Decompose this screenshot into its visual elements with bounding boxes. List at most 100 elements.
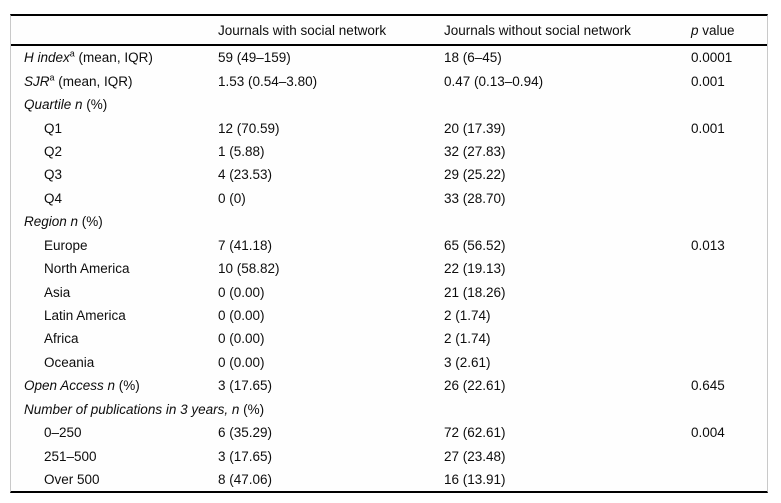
table-row: H indexa (mean, IQR) 59 (49–159) 18 (6–45)… (11, 46, 767, 69)
row-label-text: Africa (44, 331, 79, 347)
without-social-network-value: 26 (22.61) (444, 378, 506, 394)
table-row: North America 10 (58.82) 22 (19.13) (11, 257, 767, 280)
table-row: Over 500 8 (47.06) 16 (13.91) (11, 468, 767, 491)
row-label: H indexa (mean, IQR) (24, 48, 218, 66)
row-label-text: Oceania (44, 354, 95, 370)
row-label: Open Access n (%) (24, 378, 218, 393)
row-label: Q1 (24, 121, 218, 136)
row-label-text: Over 500 (44, 472, 100, 488)
row-label: Over 500 (24, 472, 218, 487)
row-label-text: SJR (24, 73, 50, 89)
without-social-network-value: 16 (13.91) (444, 472, 506, 488)
row-label-text: Latin America (44, 308, 126, 324)
row-label: Quartile n (%) (24, 97, 218, 112)
table-row: Region n (%) (11, 210, 767, 233)
row-label-text: Quartile n (24, 97, 83, 113)
table-row: 251–500 3 (17.65) 27 (23.48) (11, 444, 767, 467)
row-label-text: Open Access n (24, 378, 116, 394)
footnote-marker: a (69, 48, 75, 59)
p-value: 0.001 (691, 120, 725, 136)
table-row: Q4 0 (0) 33 (28.70) (11, 187, 767, 210)
row-label: Q4 (24, 191, 218, 206)
table-row: Number of publications in 3 years, n (%) (11, 398, 767, 421)
p-value: 0.013 (691, 237, 725, 253)
without-social-network-value: 22 (19.13) (444, 261, 506, 277)
row-label: Oceania (24, 355, 218, 370)
row-label: Africa (24, 331, 218, 346)
with-social-network-value: 6 (35.29) (218, 425, 273, 441)
table-body: H indexa (mean, IQR) 59 (49–159) 18 (6–45)… (11, 46, 767, 491)
row-label-text: North America (44, 261, 130, 277)
table-row: SJRa (mean, IQR) 1.53 (0.54–3.80) 0.47 (0.… (11, 69, 767, 92)
p-value: 0.004 (691, 425, 725, 441)
row-label-text: Q4 (44, 190, 63, 206)
without-social-network-value: 2 (1.74) (444, 331, 491, 347)
without-social-network-value: 3 (2.61) (444, 354, 491, 370)
without-social-network-value: 18 (6–45) (444, 50, 502, 66)
p-value-italic-p: p (691, 22, 699, 38)
with-social-network-value: 8 (47.06) (218, 472, 273, 488)
header-journals-without-social-network: Journals without social network (444, 22, 631, 38)
without-social-network-value: 29 (25.22) (444, 167, 506, 183)
row-label: 251–500 (24, 449, 218, 464)
p-value: 0.001 (691, 73, 725, 89)
row-label-text: Asia (44, 284, 71, 300)
row-label-text: Region n (24, 214, 79, 230)
with-social-network-value: 1.53 (0.54–3.80) (218, 73, 318, 89)
row-label-text: H index (24, 50, 70, 66)
without-social-network-value: 2 (1.74) (444, 308, 491, 324)
table-row: Q2 1 (5.88) 32 (27.83) (11, 140, 767, 163)
table-row: Open Access n (%) 3 (17.65) 26 (22.61) 0.64… (11, 374, 767, 397)
row-label: Asia (24, 285, 218, 300)
table-header-row: Journals with social network Journals wi… (11, 16, 767, 46)
with-social-network-value: 0 (0.00) (218, 331, 265, 347)
with-social-network-value: 59 (49–159) (218, 50, 291, 66)
table-row: Asia 0 (0.00) 21 (18.26) (11, 280, 767, 303)
with-social-network-value: 0 (0.00) (218, 284, 265, 300)
row-label: Number of publications in 3 years, n (%) (24, 402, 264, 417)
without-social-network-value: 20 (17.39) (444, 120, 506, 136)
row-label-text: Q2 (44, 143, 63, 159)
table-row: Quartile n (%) (11, 93, 767, 116)
row-label-text: Number of publications in 3 years, n (24, 401, 240, 417)
table-row: Africa 0 (0.00) 2 (1.74) (11, 327, 767, 350)
table-row: Q3 4 (23.53) 29 (25.22) (11, 163, 767, 186)
table-row: Europe 7 (41.18) 65 (56.52) 0.013 (11, 234, 767, 257)
table-row: Latin America 0 (0.00) 2 (1.74) (11, 304, 767, 327)
row-label: North America (24, 261, 218, 276)
row-label: Region n (%) (24, 214, 218, 229)
with-social-network-value: 12 (70.59) (218, 120, 280, 136)
table-row: Q1 12 (70.59) 20 (17.39) 0.001 (11, 116, 767, 139)
p-value-rest: value (698, 22, 735, 38)
with-social-network-value: 4 (23.53) (218, 167, 273, 183)
row-label-text: 0–250 (44, 425, 82, 441)
table-row: Oceania 0 (0.00) 3 (2.61) (11, 351, 767, 374)
without-social-network-value: 21 (18.26) (444, 284, 506, 300)
with-social-network-value: 0 (0.00) (218, 308, 265, 324)
table-row: 0–250 6 (35.29) 72 (62.61) 0.004 (11, 421, 767, 444)
row-label: SJRa (mean, IQR) (24, 72, 218, 89)
without-social-network-value: 65 (56.52) (444, 237, 506, 253)
row-label-text: (%) (82, 97, 108, 113)
without-social-network-value: 27 (23.48) (444, 448, 506, 464)
without-social-network-value: 72 (62.61) (444, 425, 506, 441)
row-label-text: Q1 (44, 120, 63, 136)
p-value: 0.645 (691, 378, 725, 394)
with-social-network-value: 3 (17.65) (218, 448, 273, 464)
row-label-text: (mean, IQR) (54, 73, 133, 89)
row-label-text: (%) (115, 378, 140, 394)
with-social-network-value: 3 (17.65) (218, 378, 273, 394)
row-label: Latin America (24, 308, 218, 323)
with-social-network-value: 10 (58.82) (218, 261, 280, 277)
row-label: 0–250 (24, 425, 218, 440)
without-social-network-value: 32 (27.83) (444, 143, 506, 159)
without-social-network-value: 0.47 (0.13–0.94) (444, 73, 544, 89)
row-label: Europe (24, 238, 218, 253)
footnote-marker: a (49, 72, 55, 83)
journal-comparison-table: Journals with social network Journals wi… (10, 14, 768, 494)
with-social-network-value: 0 (0.00) (218, 354, 265, 370)
row-label-text: (%) (239, 401, 265, 417)
row-label: Q3 (24, 167, 218, 182)
header-journals-with-social-network: Journals with social network (218, 22, 387, 38)
